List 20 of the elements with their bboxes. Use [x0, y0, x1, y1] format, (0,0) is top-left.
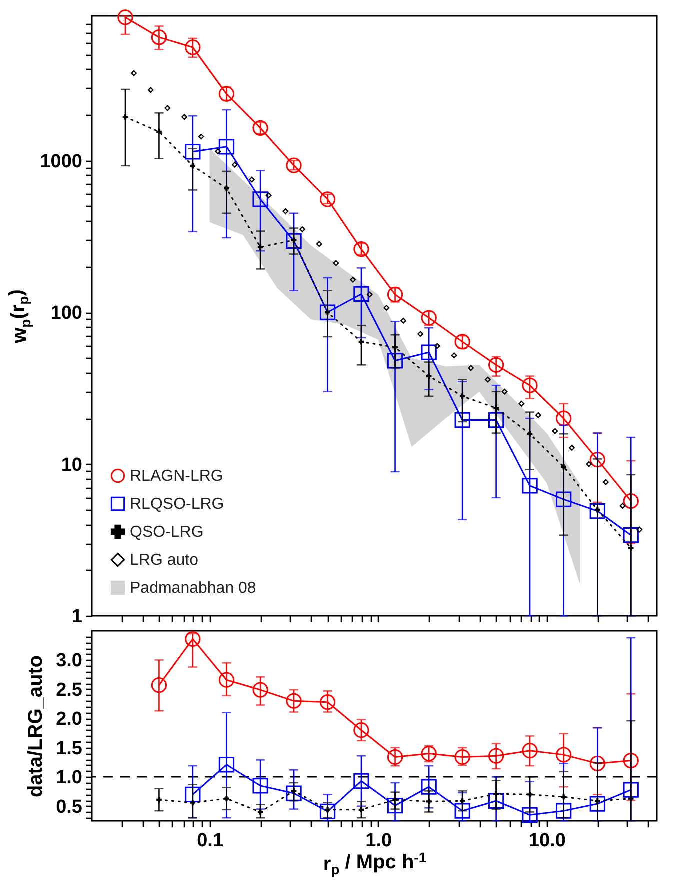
x-axis-title: r$_{p}$ / Mpc h$^{-1}$ — [323, 849, 427, 878]
legend-label: LRG auto — [130, 552, 199, 569]
y-tick-label: 2.0 — [56, 709, 82, 730]
y-axis-title: data/LRG_auto — [25, 655, 48, 798]
y-tick-label: 1000 — [40, 151, 82, 172]
y-tick-label: 2.5 — [56, 680, 83, 701]
x-tick-label: 10.0 — [528, 830, 566, 852]
legend-label: Padmanabhan 08 — [130, 580, 256, 597]
y-tick-label: 1.5 — [56, 738, 83, 760]
y-tick-label: 10 — [61, 454, 82, 476]
legend-label: RLAGN-LRG — [130, 468, 224, 485]
y-tick-label: 3.0 — [56, 650, 82, 672]
legend-label: QSO-LRG — [130, 524, 204, 541]
x-tick-label: 0.1 — [197, 830, 224, 852]
y-tick-label: 100 — [50, 303, 82, 324]
y-tick-label: 1.0 — [56, 768, 82, 789]
x-tick-label: 1.0 — [366, 830, 392, 852]
y-tick-label: 1 — [72, 606, 83, 628]
y-tick-label: 0.5 — [56, 796, 83, 818]
legend-label: RLQSO-LRG — [130, 496, 224, 513]
